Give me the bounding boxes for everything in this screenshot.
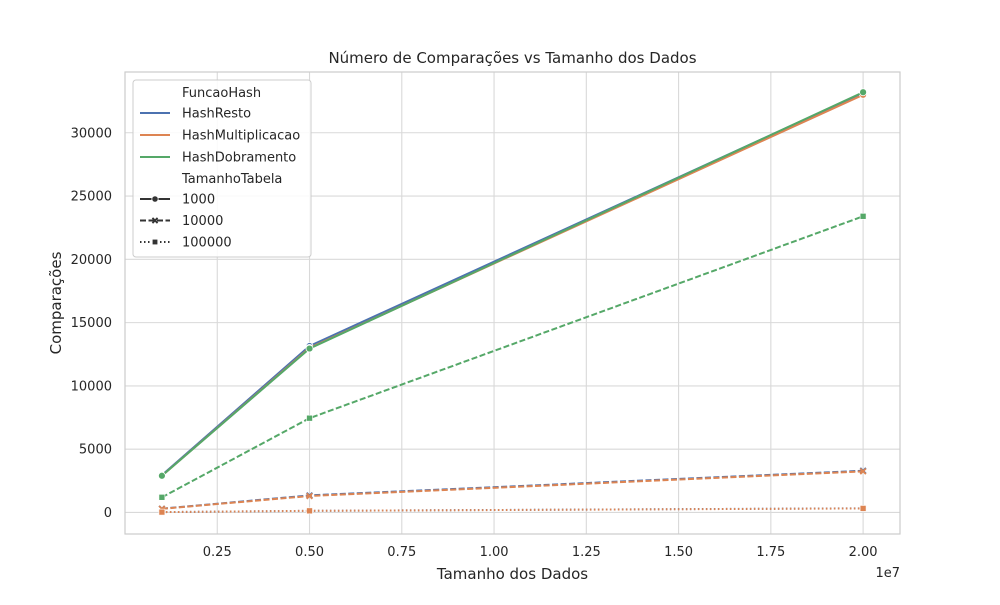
legend-marker-table-100000 [151, 238, 159, 246]
legend-hue-title: FuncaoHash [182, 86, 261, 101]
series-hashdobramento-10000 [158, 213, 867, 501]
y-tick-label: 0 [104, 506, 112, 521]
series-marker [158, 494, 166, 501]
series-marker [859, 88, 867, 97]
chart-title: Número de Comparações vs Tamanho dos Dad… [328, 49, 696, 67]
x-tick-label: 2.00 [849, 545, 878, 560]
x-axis-label: Tamanho dos Dados [436, 565, 588, 583]
series-marker [305, 344, 314, 353]
y-tick-label: 10000 [71, 379, 112, 394]
series-hashdobramento-1000 [158, 88, 867, 480]
legend-marker-table-10000 [151, 217, 159, 224]
legend: FuncaoHash HashRestoHashMultiplicacaoHas… [132, 79, 312, 258]
legend-style-entries: 1000 10000 100000 [140, 193, 232, 251]
series-marker [859, 505, 867, 512]
x-tick-label: 1.25 [572, 545, 601, 560]
legend-label-hashmultiplicacao: HashMultiplicacao [182, 129, 300, 144]
legend-style-title: TamanhoTabela [181, 172, 282, 187]
series-hashmultiplicacao-10000 [158, 467, 867, 513]
y-tick-label: 15000 [71, 316, 112, 331]
series-marker [859, 213, 867, 220]
legend-label-table-1000: 1000 [182, 193, 215, 208]
series-marker [859, 467, 867, 475]
plot-frame [124, 71, 901, 535]
series-marker [306, 507, 313, 515]
series-marker [306, 492, 313, 500]
x-tick-label: 1.50 [664, 545, 693, 560]
legend-box [132, 79, 312, 258]
x-tick-label: 1.00 [480, 545, 509, 560]
x-tick-label: 0.75 [387, 545, 416, 560]
y-tick-label: 20000 [71, 253, 112, 268]
x-tick-label: 0.50 [295, 545, 324, 560]
series-layer [158, 88, 867, 516]
series-marker [158, 471, 166, 480]
legend-label-hashresto: HashResto [182, 107, 251, 122]
x-tick-label: 0.25 [203, 545, 232, 560]
series-marker [306, 414, 313, 422]
series-line [161, 507, 864, 514]
series-hashmultiplicacao-100000 [158, 505, 867, 516]
legend-label-table-100000: 100000 [182, 236, 232, 251]
y-tick-label: 30000 [71, 126, 112, 141]
series-marker [158, 508, 166, 516]
legend-label-table-10000: 10000 [182, 214, 223, 229]
legend-marker-table-1000 [151, 195, 159, 203]
legend-label-hashdobramento: HashDobramento [182, 151, 296, 166]
x-axis-offset-label: 1e7 [875, 566, 900, 581]
y-tick-label: 5000 [79, 443, 112, 458]
x-tick-label: 1.75 [756, 545, 785, 560]
y-tick-label: 25000 [71, 190, 112, 205]
tick-labels: 0.25 0.50 0.75 1.00 1.25 1.50 1.75 2.00 0 5000 100… [71, 126, 878, 560]
y-axis-label: Comparações [47, 251, 65, 354]
legend-hue-entries: HashResto HashMultiplicacao HashDobramento [140, 107, 300, 166]
grid [125, 72, 900, 534]
